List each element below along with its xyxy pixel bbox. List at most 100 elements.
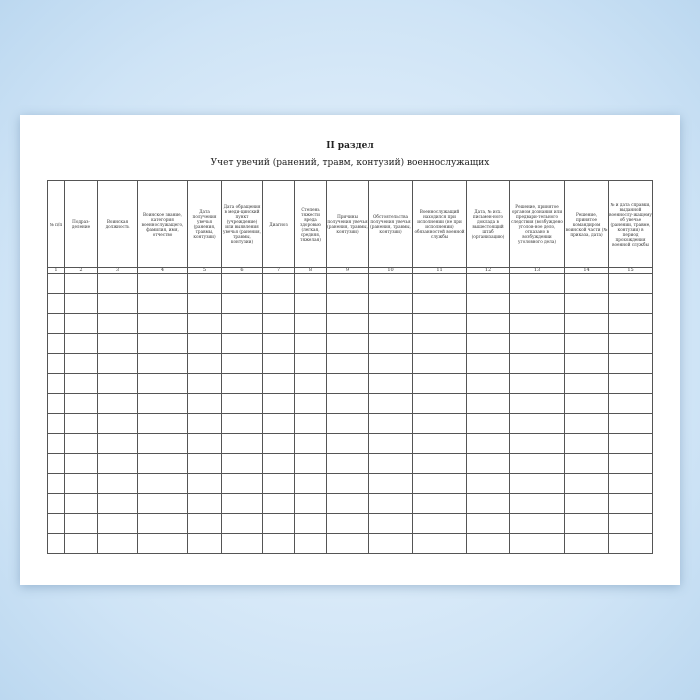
table-cell bbox=[97, 393, 138, 414]
table-cell bbox=[326, 493, 369, 514]
table-cell bbox=[47, 513, 65, 534]
table-cell bbox=[466, 353, 510, 374]
table-cell bbox=[509, 293, 565, 314]
table-row bbox=[47, 333, 653, 354]
table-cell bbox=[412, 293, 467, 314]
table-cell bbox=[187, 413, 222, 434]
table-cell bbox=[47, 493, 65, 514]
table-cell bbox=[187, 333, 222, 354]
table-row bbox=[47, 313, 653, 334]
table-cell bbox=[368, 333, 413, 354]
table-row bbox=[47, 533, 653, 554]
table-cell bbox=[466, 493, 510, 514]
table-cell bbox=[47, 313, 65, 334]
table-cell bbox=[326, 473, 369, 494]
column-header: Воинское звание, категория военнослужаще… bbox=[137, 180, 188, 268]
column-header: Дата получения увечья (ранения, травмы, … bbox=[187, 180, 222, 268]
table-cell bbox=[64, 473, 98, 494]
table-cell bbox=[509, 353, 565, 374]
table-cell bbox=[608, 533, 653, 554]
table-cell bbox=[137, 513, 188, 534]
table-cell bbox=[326, 313, 369, 334]
table-cell bbox=[564, 433, 609, 454]
table-cell bbox=[262, 433, 295, 454]
table-cell bbox=[412, 313, 467, 334]
table-cell bbox=[466, 273, 510, 294]
table-cell bbox=[564, 473, 609, 494]
table-cell bbox=[564, 533, 609, 554]
table-cell bbox=[564, 313, 609, 334]
table-cell bbox=[221, 353, 263, 374]
table-cell bbox=[97, 353, 138, 374]
table-cell bbox=[137, 533, 188, 554]
table-cell bbox=[326, 333, 369, 354]
table-cell bbox=[509, 273, 565, 294]
column-header: Воинская должность bbox=[97, 180, 138, 268]
table-cell bbox=[64, 353, 98, 374]
table-cell bbox=[608, 273, 653, 294]
table-cell bbox=[137, 493, 188, 514]
table-cell bbox=[466, 293, 510, 314]
table-cell bbox=[47, 333, 65, 354]
table-cell bbox=[64, 373, 98, 394]
document-page: II раздел Учет увечий (ранений, травм, к… bbox=[20, 115, 680, 585]
table-cell bbox=[608, 513, 653, 534]
table-cell bbox=[326, 293, 369, 314]
table-row bbox=[47, 353, 653, 374]
table-cell bbox=[137, 433, 188, 454]
table-cell bbox=[64, 333, 98, 354]
table-cell bbox=[509, 373, 565, 394]
table-cell bbox=[137, 353, 188, 374]
table-cell bbox=[368, 393, 413, 414]
table-cell bbox=[466, 513, 510, 534]
table-cell bbox=[47, 293, 65, 314]
table-cell bbox=[608, 433, 653, 454]
table-cell bbox=[47, 413, 65, 434]
table-cell bbox=[137, 293, 188, 314]
column-header: Подраз-деление bbox=[64, 180, 98, 268]
table-cell bbox=[294, 413, 327, 434]
table-cell bbox=[262, 313, 295, 334]
column-header: Диагноз bbox=[262, 180, 295, 268]
table-row bbox=[47, 493, 653, 514]
table-cell bbox=[564, 333, 609, 354]
table-cell bbox=[412, 453, 467, 474]
table-row bbox=[47, 513, 653, 534]
table-cell bbox=[368, 533, 413, 554]
column-header: Дата, № исх. письмен-ного доклада в выше… bbox=[466, 180, 510, 268]
table-cell bbox=[64, 293, 98, 314]
table-cell bbox=[466, 413, 510, 434]
table-row bbox=[47, 453, 653, 474]
table-cell bbox=[412, 273, 467, 294]
table-cell bbox=[564, 353, 609, 374]
table-cell bbox=[608, 373, 653, 394]
table-cell bbox=[466, 313, 510, 334]
table-cell bbox=[97, 293, 138, 314]
table-cell bbox=[294, 473, 327, 494]
table-cell bbox=[368, 493, 413, 514]
table-row bbox=[47, 273, 653, 294]
table-cell bbox=[221, 493, 263, 514]
header-row: № п/п Подраз-деление Воинская должность Вои… bbox=[47, 180, 653, 268]
table-cell bbox=[221, 293, 263, 314]
table-cell bbox=[412, 413, 467, 434]
table-cell bbox=[64, 393, 98, 414]
table-cell bbox=[187, 373, 222, 394]
table-cell bbox=[262, 453, 295, 474]
table-cell bbox=[187, 453, 222, 474]
table-cell bbox=[262, 293, 295, 314]
table-cell bbox=[47, 433, 65, 454]
table-cell bbox=[509, 393, 565, 414]
table-cell bbox=[64, 273, 98, 294]
table-cell bbox=[187, 433, 222, 454]
column-header: Решение, принятое командиром воинской ча… bbox=[564, 180, 609, 268]
table-cell bbox=[64, 413, 98, 434]
table-cell bbox=[564, 373, 609, 394]
table-cell bbox=[294, 513, 327, 534]
table-cell bbox=[64, 533, 98, 554]
table-cell bbox=[97, 513, 138, 534]
table-cell bbox=[608, 313, 653, 334]
table-cell bbox=[412, 333, 467, 354]
table-cell bbox=[262, 493, 295, 514]
column-header: Причины получения увечья (ранения, травм… bbox=[326, 180, 369, 268]
